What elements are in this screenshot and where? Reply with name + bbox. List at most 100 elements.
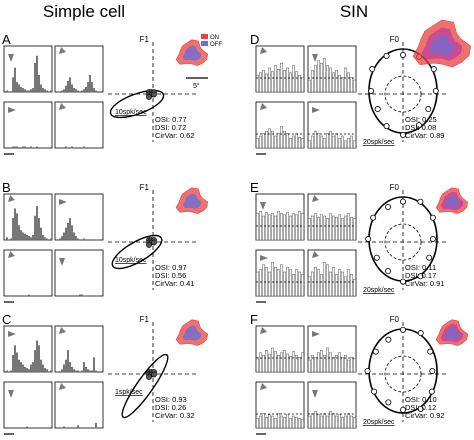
histogram-bar <box>93 88 95 93</box>
histogram-bar <box>16 146 18 149</box>
histogram-bar <box>326 218 329 241</box>
histogram-bar <box>12 218 14 241</box>
histogram-bar <box>320 62 323 93</box>
histogram-bar <box>271 262 274 297</box>
histogram-bar <box>298 74 301 93</box>
histogram-bar <box>329 271 332 297</box>
direction-arrow-icon <box>8 54 14 62</box>
histogram-bar <box>295 269 298 297</box>
column-header-sin: SIN <box>340 2 368 21</box>
histogram-bar <box>36 55 38 93</box>
direction-arrow-icon <box>312 54 318 62</box>
histogram-bar <box>274 215 277 241</box>
histogram-bar <box>75 370 77 373</box>
histogram-0 <box>3 45 53 93</box>
histogram-bar <box>317 352 320 373</box>
histogram-bar <box>42 364 44 373</box>
panel-letter: B <box>2 180 11 195</box>
stat-text: CirVar: 0.92 <box>405 411 444 420</box>
histogram-1 <box>54 45 104 93</box>
rate-scale-label: 20spk/sec <box>363 287 395 294</box>
histogram-bar <box>262 354 265 373</box>
harmonic-label: F0 <box>390 183 400 192</box>
histogram-2 <box>255 101 305 149</box>
histogram-bar <box>16 213 18 241</box>
polar-plot: F1 <box>108 315 199 422</box>
histogram-bar <box>344 67 347 93</box>
histogram-bar <box>332 357 335 373</box>
histogram-bar <box>95 370 97 373</box>
histogram-bar <box>323 138 326 149</box>
histogram-bar <box>292 415 295 429</box>
histogram-bar <box>350 357 353 373</box>
histogram-3 <box>54 381 104 429</box>
histogram-bar <box>71 366 73 373</box>
histogram-bar <box>63 89 65 93</box>
histogram-bar <box>350 135 353 149</box>
histogram-0 <box>3 193 53 241</box>
histogram-bar <box>338 352 341 373</box>
histogram-bar <box>40 359 42 373</box>
direction-arrow-icon <box>260 202 266 210</box>
tuning-point <box>432 88 439 95</box>
tuning-point <box>430 66 437 73</box>
histogram-bar <box>6 370 8 373</box>
histogram-bar <box>28 294 30 297</box>
histogram-bar <box>256 357 259 373</box>
tuning-point <box>399 51 406 58</box>
histogram-bar <box>280 213 283 241</box>
histogram-bar <box>91 82 93 93</box>
histogram-bar <box>262 70 265 93</box>
histogram-bar <box>280 264 283 297</box>
histogram-bar <box>332 266 335 297</box>
histogram-bar <box>59 238 61 241</box>
histogram-bar <box>22 88 24 93</box>
histogram-bar <box>262 413 265 429</box>
stat-text: DSI: 0.08 <box>405 123 436 132</box>
histogram-bar <box>329 67 332 93</box>
histogram-bar <box>32 234 34 241</box>
histogram-bar <box>91 370 93 373</box>
histogram-bar <box>50 238 52 241</box>
off-subfield <box>182 193 202 209</box>
direction-arrow-icon <box>59 103 66 110</box>
histogram-bar <box>30 364 32 373</box>
histogram-bar <box>326 347 329 373</box>
histogram-0 <box>3 325 53 373</box>
legend-off-label: OFF <box>210 42 222 48</box>
direction-arrow-icon <box>8 195 15 202</box>
histogram-bar <box>332 72 335 93</box>
histogram-bar <box>36 340 38 373</box>
histogram-bar <box>268 353 271 373</box>
direction-arrow-icon <box>8 107 16 113</box>
histogram-bar <box>262 133 265 149</box>
stat-text: OSI: 0.93 <box>155 395 187 404</box>
histogram-1 <box>307 325 357 373</box>
histogram-bar <box>350 415 353 429</box>
histogram-bar <box>46 369 48 373</box>
histogram-bar <box>332 135 335 149</box>
histogram-bar <box>71 84 73 93</box>
histogram-bar <box>61 369 63 373</box>
histogram-1 <box>307 45 357 93</box>
histogram-bar <box>6 90 8 93</box>
histogram-bar <box>301 77 304 93</box>
histogram-bar <box>38 345 40 373</box>
histogram-bar <box>338 214 341 241</box>
histogram-bar <box>44 89 46 93</box>
histogram-bar <box>18 359 20 373</box>
histogram-bar <box>314 410 317 429</box>
tuning-point <box>368 88 375 95</box>
histogram-bar <box>26 368 28 373</box>
stat-text: OSI: 0.25 <box>405 115 437 124</box>
histogram-bar <box>344 354 347 373</box>
direction-arrow-icon <box>312 107 320 113</box>
stat-text: CirVar: 0.89 <box>405 131 444 140</box>
histogram-bar <box>320 274 323 297</box>
histogram-bar <box>14 345 16 373</box>
histogram-bar <box>341 77 344 93</box>
tuning-point <box>417 198 424 205</box>
histogram-2 <box>255 249 305 297</box>
